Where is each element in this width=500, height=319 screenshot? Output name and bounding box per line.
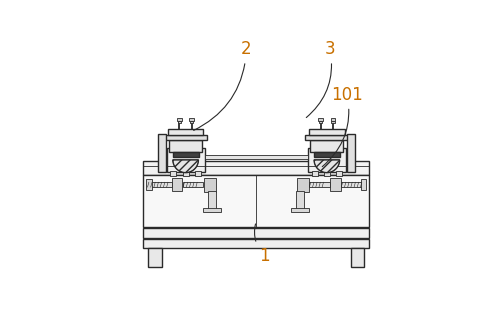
Polygon shape <box>148 248 162 267</box>
Polygon shape <box>182 171 188 176</box>
Polygon shape <box>332 121 334 123</box>
Polygon shape <box>319 121 322 123</box>
Polygon shape <box>164 135 207 140</box>
Polygon shape <box>166 148 204 172</box>
Polygon shape <box>144 228 369 239</box>
Polygon shape <box>318 118 323 121</box>
Polygon shape <box>190 121 194 123</box>
Polygon shape <box>173 160 199 173</box>
Polygon shape <box>296 191 304 210</box>
Polygon shape <box>312 171 318 176</box>
Polygon shape <box>168 129 203 135</box>
Text: 101: 101 <box>322 86 363 167</box>
Polygon shape <box>169 140 202 152</box>
Polygon shape <box>330 178 340 190</box>
Polygon shape <box>292 208 309 212</box>
Polygon shape <box>330 118 336 121</box>
Polygon shape <box>296 178 309 192</box>
Polygon shape <box>146 179 152 190</box>
Polygon shape <box>144 161 369 174</box>
Polygon shape <box>144 239 369 248</box>
Polygon shape <box>314 152 340 157</box>
Polygon shape <box>336 171 342 176</box>
Polygon shape <box>306 135 348 140</box>
Polygon shape <box>310 140 344 152</box>
Polygon shape <box>172 178 182 190</box>
Polygon shape <box>190 118 194 121</box>
Polygon shape <box>206 155 308 159</box>
Polygon shape <box>177 118 182 121</box>
Polygon shape <box>361 179 366 190</box>
Polygon shape <box>314 160 340 173</box>
Polygon shape <box>309 129 344 135</box>
Polygon shape <box>351 248 364 267</box>
Polygon shape <box>144 174 369 227</box>
Polygon shape <box>204 178 216 192</box>
Polygon shape <box>158 134 166 172</box>
Text: 3: 3 <box>306 40 336 118</box>
Polygon shape <box>147 182 172 187</box>
Polygon shape <box>309 182 330 187</box>
Polygon shape <box>195 171 201 176</box>
Polygon shape <box>172 152 199 157</box>
Polygon shape <box>346 134 354 172</box>
Polygon shape <box>170 171 176 176</box>
Polygon shape <box>324 171 330 176</box>
Polygon shape <box>178 121 181 123</box>
Text: 1: 1 <box>254 224 270 264</box>
Polygon shape <box>340 182 365 187</box>
Polygon shape <box>308 148 346 172</box>
Text: 2: 2 <box>194 40 252 130</box>
Polygon shape <box>182 182 204 187</box>
Polygon shape <box>204 208 221 212</box>
Polygon shape <box>208 191 216 210</box>
